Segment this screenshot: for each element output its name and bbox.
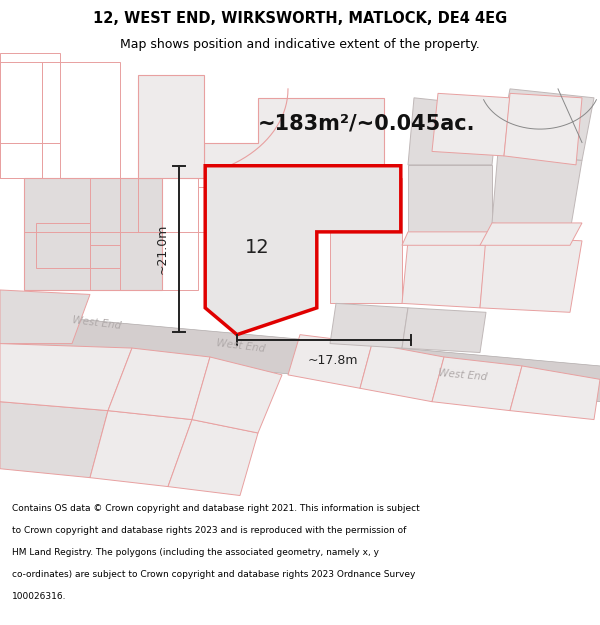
Text: ~17.8m: ~17.8m [307, 354, 358, 367]
Polygon shape [480, 236, 582, 312]
Polygon shape [492, 151, 582, 232]
Text: 100026316.: 100026316. [12, 592, 67, 601]
Polygon shape [24, 178, 162, 290]
Polygon shape [480, 223, 582, 245]
Polygon shape [408, 98, 498, 165]
Polygon shape [402, 308, 486, 352]
Polygon shape [0, 290, 90, 344]
Polygon shape [360, 344, 444, 402]
Polygon shape [168, 419, 258, 496]
Text: ~21.0m: ~21.0m [155, 224, 169, 274]
Polygon shape [432, 357, 522, 411]
Polygon shape [0, 402, 108, 478]
Text: West End: West End [72, 316, 122, 331]
Polygon shape [510, 366, 600, 419]
Text: to Crown copyright and database rights 2023 and is reproduced with the permissio: to Crown copyright and database rights 2… [12, 526, 406, 535]
Polygon shape [205, 166, 401, 334]
Polygon shape [192, 357, 282, 433]
Text: West End: West End [216, 338, 266, 354]
Polygon shape [0, 344, 132, 411]
Polygon shape [0, 312, 600, 402]
Polygon shape [402, 241, 486, 308]
Polygon shape [90, 411, 192, 487]
Text: Map shows position and indicative extent of the property.: Map shows position and indicative extent… [120, 38, 480, 51]
Polygon shape [498, 89, 594, 161]
Polygon shape [138, 76, 204, 178]
Text: West End: West End [438, 368, 488, 382]
Text: HM Land Registry. The polygons (including the associated geometry, namely x, y: HM Land Registry. The polygons (includin… [12, 548, 379, 558]
Polygon shape [504, 93, 582, 165]
Polygon shape [402, 232, 492, 245]
Polygon shape [408, 165, 492, 232]
Text: ~183m²/~0.045ac.: ~183m²/~0.045ac. [258, 114, 476, 134]
Text: co-ordinates) are subject to Crown copyright and database rights 2023 Ordnance S: co-ordinates) are subject to Crown copyr… [12, 570, 415, 579]
Polygon shape [330, 232, 402, 303]
Text: 12: 12 [245, 238, 269, 257]
Polygon shape [204, 98, 384, 165]
Polygon shape [288, 334, 372, 388]
Polygon shape [330, 178, 402, 232]
Text: Contains OS data © Crown copyright and database right 2021. This information is : Contains OS data © Crown copyright and d… [12, 504, 420, 513]
Polygon shape [330, 303, 408, 348]
Polygon shape [108, 348, 210, 419]
Polygon shape [432, 93, 510, 156]
Text: 12, WEST END, WIRKSWORTH, MATLOCK, DE4 4EG: 12, WEST END, WIRKSWORTH, MATLOCK, DE4 4… [93, 11, 507, 26]
